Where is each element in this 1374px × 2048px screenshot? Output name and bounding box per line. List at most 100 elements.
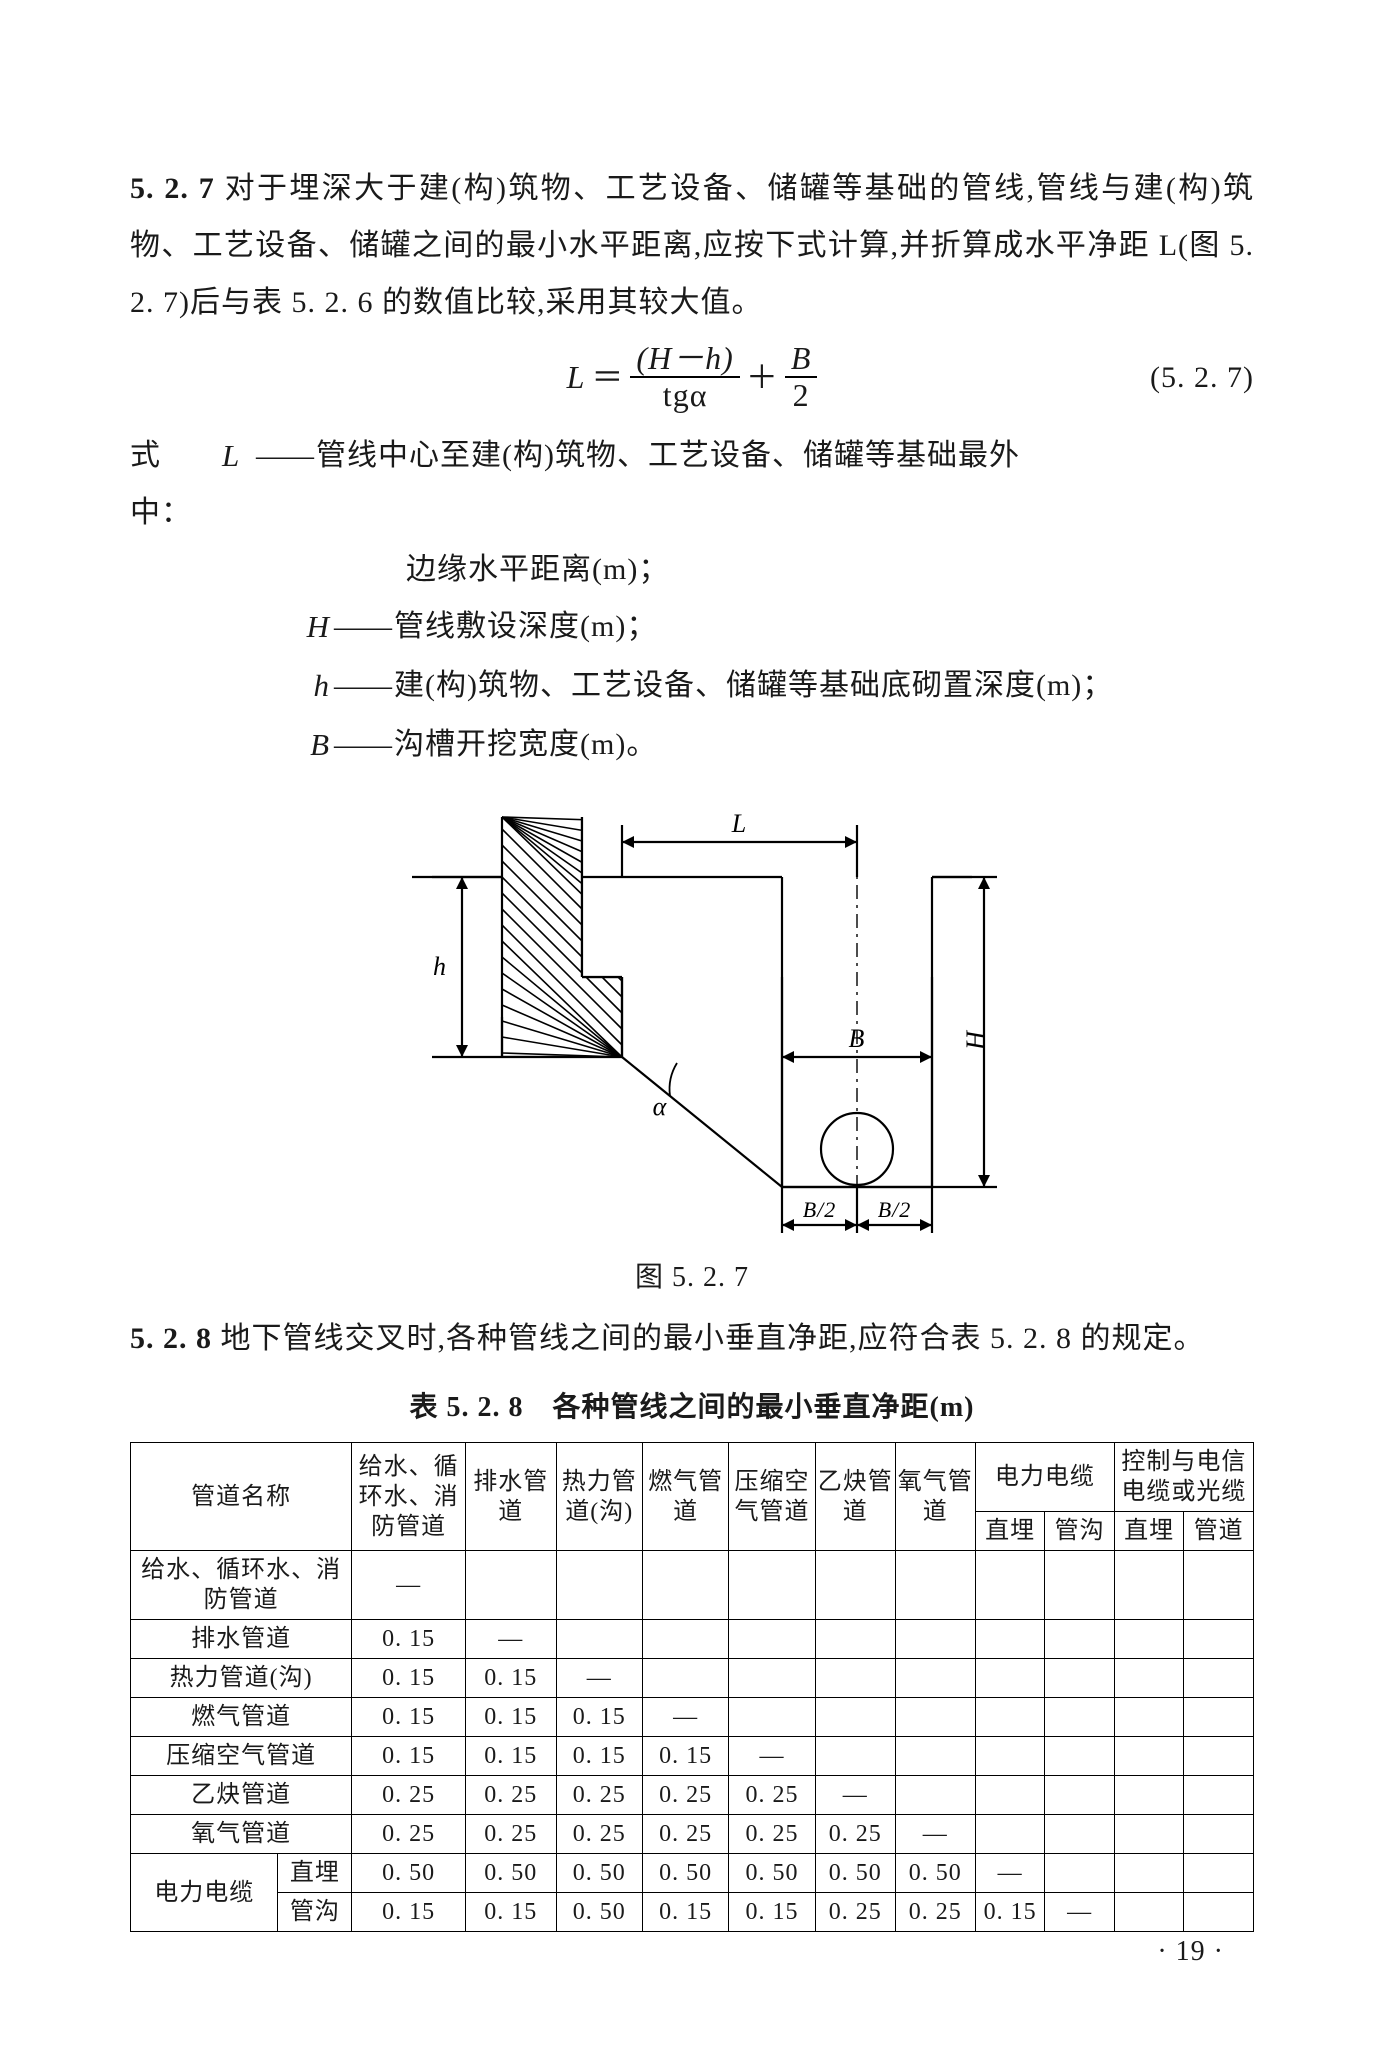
table-cell <box>642 1551 728 1620</box>
th-c3: 热力管道(沟) <box>556 1443 642 1551</box>
table-cell <box>1184 1776 1254 1815</box>
table-cell <box>1045 1776 1115 1815</box>
svg-text:B/2: B/2 <box>878 1197 912 1222</box>
table-cell <box>815 1698 895 1737</box>
table-row: 热力管道(沟)0. 150. 15— <box>131 1659 1254 1698</box>
para-528: 5. 2. 8 地下管线交叉时,各种管线之间的最小垂直净距,应符合表 5. 2.… <box>130 1310 1254 1367</box>
table-cell <box>1184 1620 1254 1659</box>
eq-number: (5. 2. 7) <box>1150 349 1254 406</box>
svg-text:L: L <box>731 809 747 838</box>
table-cell: 0. 25 <box>465 1815 556 1854</box>
th-name: 管道名称 <box>131 1443 352 1551</box>
table-cell: 0. 15 <box>556 1698 642 1737</box>
th-s-gg: 管沟 <box>1045 1512 1115 1551</box>
table-cell: 0. 50 <box>815 1854 895 1893</box>
table-cell: — <box>642 1698 728 1737</box>
table-cell: 0. 15 <box>465 1698 556 1737</box>
table-cell: 0. 50 <box>642 1854 728 1893</box>
table-cell: 0. 15 <box>465 1737 556 1776</box>
table-cell <box>1184 1698 1254 1737</box>
figure-svg: LhHBB/2B/2α <box>372 787 1012 1247</box>
table-cell: 0. 25 <box>642 1776 728 1815</box>
table-row: 管沟0. 150. 150. 500. 150. 150. 250. 250. … <box>131 1893 1254 1932</box>
table-cell <box>975 1698 1045 1737</box>
table-cell <box>975 1620 1045 1659</box>
table-row: 电力电缆直埋0. 500. 500. 500. 500. 500. 500. 5… <box>131 1854 1254 1893</box>
table-cell: — <box>729 1737 815 1776</box>
table-cell: 0. 25 <box>556 1776 642 1815</box>
table-cell: 0. 25 <box>352 1776 466 1815</box>
def-B: B —— 沟槽开挖宽度(m)。 <box>130 716 1254 775</box>
table-cell: — <box>556 1659 642 1698</box>
table-cell: 0. 15 <box>352 1893 466 1932</box>
table-cell <box>895 1737 975 1776</box>
table-cell <box>1114 1620 1184 1659</box>
table-cell: 0. 15 <box>352 1620 466 1659</box>
table-cell <box>975 1659 1045 1698</box>
page: 5. 2. 7 对于埋深大于建(构)筑物、工艺设备、储罐等基础的管线,管线与建(… <box>0 0 1374 2048</box>
sec-text-527: 对于埋深大于建(构)筑物、工艺设备、储罐等基础的管线,管线与建(构)筑物、工艺设… <box>130 172 1254 319</box>
th-c1: 给水、循环水、消防管道 <box>352 1443 466 1551</box>
table-cell <box>465 1551 556 1620</box>
table-row: 压缩空气管道0. 150. 150. 150. 15— <box>131 1737 1254 1776</box>
para-527: 5. 2. 7 对于埋深大于建(构)筑物、工艺设备、储罐等基础的管线,管线与建(… <box>130 160 1254 331</box>
table-cell: 0. 15 <box>465 1659 556 1698</box>
def-L-cont: 边缘水平距离(m)； <box>406 541 1254 598</box>
table-cell: 0. 15 <box>642 1737 728 1776</box>
table-cell: 0. 25 <box>815 1893 895 1932</box>
th-s-gd: 管道 <box>1184 1512 1254 1551</box>
table-cell: 0. 15 <box>729 1893 815 1932</box>
th-c7: 氧气管道 <box>895 1443 975 1551</box>
table-cell: — <box>815 1776 895 1815</box>
table-cell <box>1184 1551 1254 1620</box>
table-cell: 0. 50 <box>556 1854 642 1893</box>
svg-text:h: h <box>433 952 447 981</box>
table-row: 排水管道0. 15— <box>131 1620 1254 1659</box>
row-head: 乙炔管道 <box>131 1776 352 1815</box>
table-cell <box>1184 1659 1254 1698</box>
table-cell <box>975 1737 1045 1776</box>
svg-text:α: α <box>653 1092 668 1121</box>
table-cell <box>1045 1620 1115 1659</box>
table-cell: 0. 15 <box>352 1659 466 1698</box>
table-cell: 0. 15 <box>642 1893 728 1932</box>
table-cell: — <box>895 1815 975 1854</box>
th-s-zm: 直埋 <box>975 1512 1045 1551</box>
table-cell: 0. 15 <box>556 1737 642 1776</box>
table-cell <box>1045 1854 1115 1893</box>
row-sub: 管沟 <box>278 1893 352 1932</box>
table-row: 给水、循环水、消防管道— <box>131 1551 1254 1620</box>
page-number: · 19 · <box>1157 1925 1224 1978</box>
table-cell <box>1045 1551 1115 1620</box>
table-cell: 0. 15 <box>352 1698 466 1737</box>
table-head-row1: 管道名称 给水、循环水、消防管道 排水管道 热力管道(沟) 燃气管道 压缩空气管… <box>131 1443 1254 1512</box>
table-528: 管道名称 给水、循环水、消防管道 排水管道 热力管道(沟) 燃气管道 压缩空气管… <box>130 1442 1254 1932</box>
table-cell: 0. 25 <box>352 1815 466 1854</box>
sec-num-528: 5. 2. 8 <box>130 1322 212 1355</box>
row-head: 压缩空气管道 <box>131 1737 352 1776</box>
table-cell: 0. 15 <box>352 1737 466 1776</box>
table-cell: 0. 50 <box>352 1854 466 1893</box>
table-cell <box>642 1620 728 1659</box>
table-cell <box>1045 1737 1115 1776</box>
sec-num-527: 5. 2. 7 <box>130 172 215 205</box>
table-cell <box>1184 1815 1254 1854</box>
th-s-zm2: 直埋 <box>1114 1512 1184 1551</box>
table-cell: 0. 50 <box>895 1854 975 1893</box>
th-g8: 电力电缆 <box>975 1443 1114 1512</box>
row-head: 氧气管道 <box>131 1815 352 1854</box>
table-cell: 0. 15 <box>465 1893 556 1932</box>
table-cell <box>815 1737 895 1776</box>
table-cell <box>1184 1854 1254 1893</box>
table-cell <box>815 1551 895 1620</box>
table-cell <box>729 1551 815 1620</box>
table-cell <box>1114 1659 1184 1698</box>
table-cell <box>1114 1737 1184 1776</box>
table-cell <box>1114 1551 1184 1620</box>
def-L: 式中： L —— 管线中心至建(构)筑物、工艺设备、储罐等基础最外 <box>130 427 1254 541</box>
table-caption: 表 5. 2. 8 各种管线之间的最小垂直净距(m) <box>130 1381 1254 1434</box>
table-cell: 0. 15 <box>975 1893 1045 1932</box>
table-cell <box>556 1620 642 1659</box>
th-c2: 排水管道 <box>465 1443 556 1551</box>
table-row: 乙炔管道0. 250. 250. 250. 250. 25— <box>131 1776 1254 1815</box>
